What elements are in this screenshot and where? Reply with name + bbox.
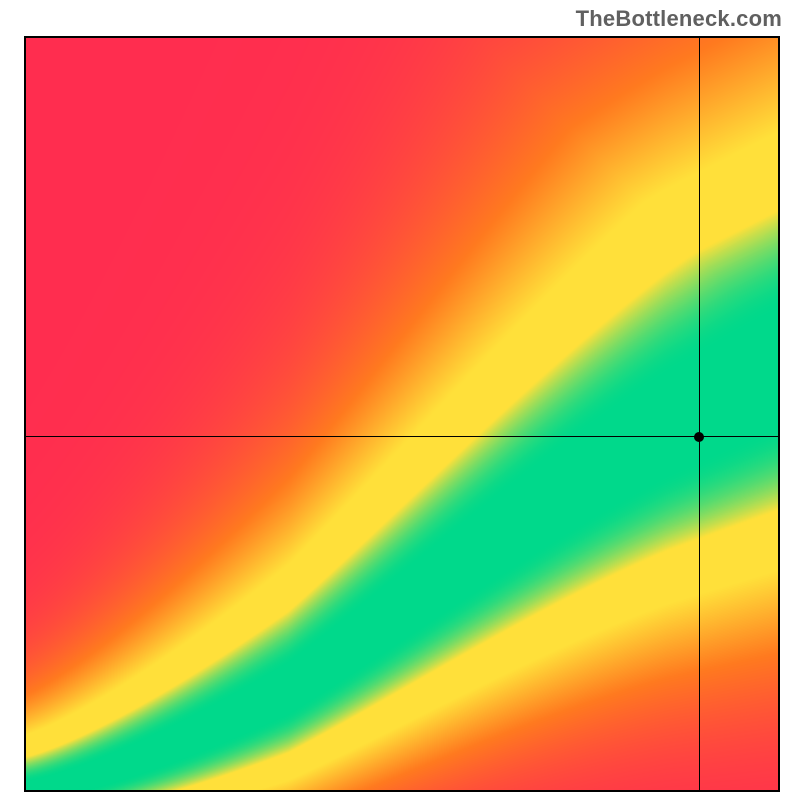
chart-container: { "watermark": { "text": "TheBottleneck.… xyxy=(0,0,800,800)
plot-border xyxy=(24,36,780,792)
watermark-text: TheBottleneck.com xyxy=(576,6,782,32)
